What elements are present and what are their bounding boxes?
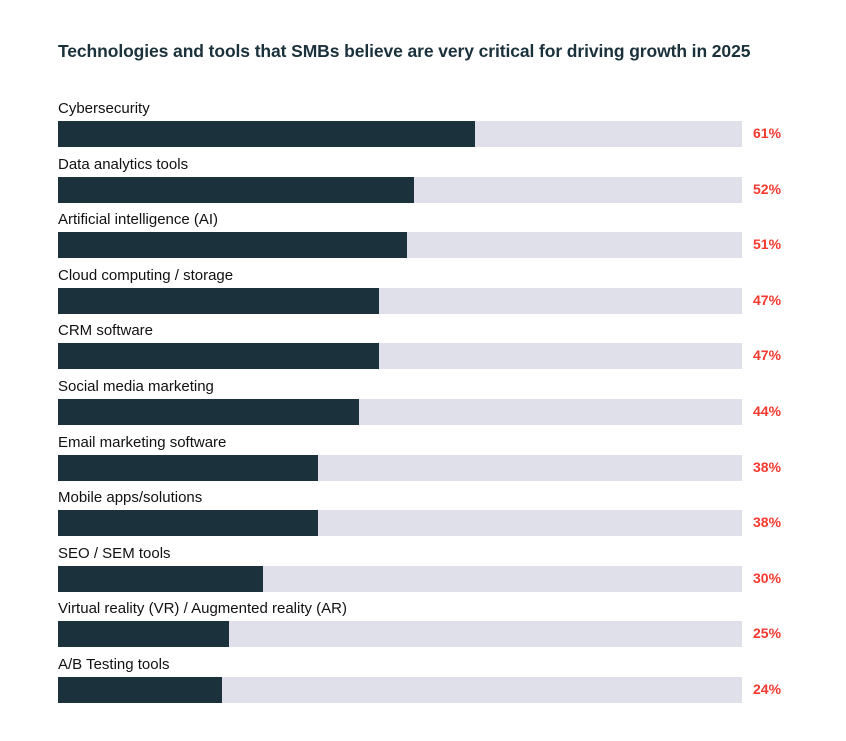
bar — [58, 343, 380, 370]
bar — [58, 399, 359, 425]
value-label: 38% — [753, 514, 782, 531]
value-label: 25% — [753, 625, 782, 642]
value-label: 47% — [753, 347, 782, 364]
bar — [58, 232, 407, 259]
value-label: 24% — [753, 681, 782, 697]
bar-track — [58, 343, 742, 370]
category-label: Cybersecurity — [58, 100, 150, 117]
bar-track — [58, 287, 742, 314]
value-label: 44% — [753, 403, 782, 419]
value-label: 52% — [753, 180, 782, 197]
value-label: 51% — [753, 236, 782, 253]
category-label: SEO / SEM tools — [58, 544, 171, 562]
bar — [58, 677, 223, 703]
bar — [58, 454, 318, 481]
bar-track — [58, 565, 742, 592]
value-label: 30% — [753, 569, 782, 586]
bar-track — [58, 399, 742, 425]
bar — [58, 287, 380, 314]
bar — [58, 510, 318, 537]
bar-track — [58, 176, 742, 203]
bar-track — [58, 232, 742, 259]
bar — [58, 121, 476, 147]
category-label: CRM software — [58, 322, 154, 340]
value-label: 38% — [753, 458, 782, 475]
bar — [58, 565, 264, 592]
category-label: Cloud computing / storage — [58, 266, 234, 284]
bar — [58, 176, 414, 203]
value-label: 61% — [753, 125, 782, 141]
bar-track — [58, 510, 742, 537]
bar-track — [58, 677, 742, 703]
category-label: Email marketing software — [58, 433, 227, 451]
category-label: Data analytics tools — [58, 155, 189, 173]
bar-track — [58, 454, 742, 481]
value-label: 47% — [753, 291, 782, 308]
category-label: Mobile apps/solutions — [58, 489, 203, 507]
category-label: Virtual reality (VR) / Augmented reality… — [58, 600, 347, 618]
chart-title: Technologies and tools that SMBs believe… — [58, 41, 751, 61]
category-label: A/B Testing tools — [58, 656, 170, 673]
bar — [58, 621, 229, 648]
bar-track — [58, 621, 742, 648]
category-label: Social media marketing — [58, 378, 214, 395]
bar-track — [58, 121, 742, 147]
category-label: Artificial intelligence (AI) — [58, 211, 219, 229]
